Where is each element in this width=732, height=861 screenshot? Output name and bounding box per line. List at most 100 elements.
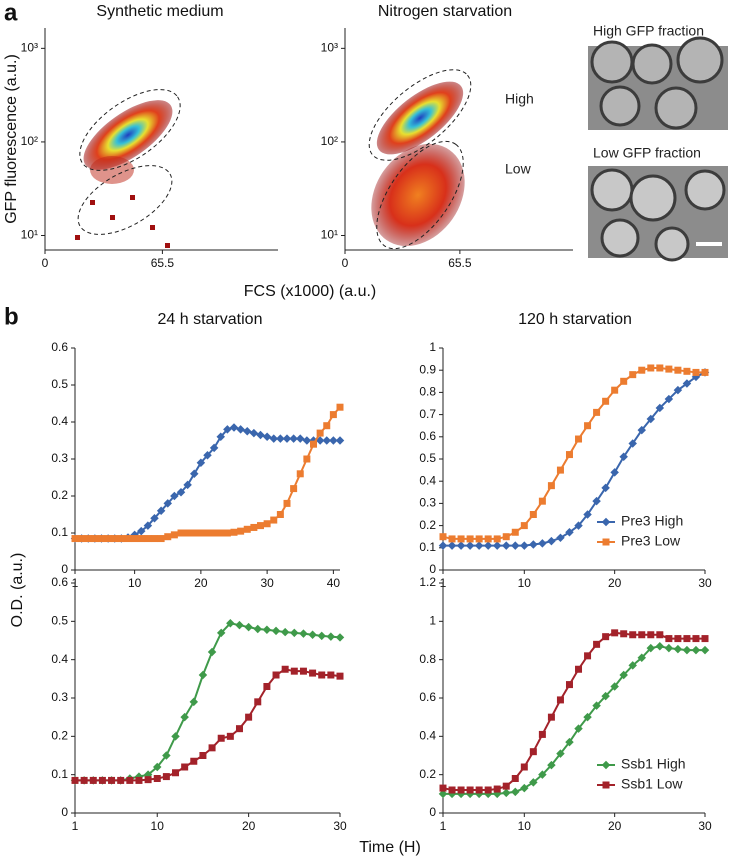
x-tick-label: 10 (128, 576, 142, 590)
marker (162, 773, 170, 781)
marker (164, 533, 172, 541)
marker (151, 535, 158, 543)
marker (602, 781, 610, 789)
marker (281, 665, 289, 673)
marker (565, 737, 574, 747)
y-tick-label: 0.7 (419, 407, 436, 421)
marker (98, 776, 106, 784)
marker (565, 528, 574, 537)
marker (683, 635, 691, 643)
marker (190, 757, 198, 765)
marker (610, 682, 619, 691)
y-tick-label: 0.2 (419, 767, 436, 781)
marker (592, 701, 601, 710)
marker (207, 647, 217, 657)
y-tick-label: 0.9 (419, 362, 436, 376)
x-axis-label: FCS (x1000) (a.u.) (244, 283, 376, 300)
y-tick-label: 0 (61, 562, 68, 576)
cell (654, 226, 690, 262)
marker (547, 482, 555, 490)
y-tick-label: 0.2 (51, 729, 68, 743)
marker (124, 535, 132, 543)
annotation: Low (505, 161, 532, 177)
marker (457, 535, 465, 543)
marker (249, 428, 259, 438)
y-tick-label: 0.6 (51, 575, 68, 589)
density-cell (150, 225, 155, 230)
marker (335, 633, 345, 642)
marker (177, 529, 185, 537)
x-tick-label: 30 (333, 819, 347, 833)
marker (254, 698, 262, 706)
cell (684, 169, 726, 211)
marker (104, 535, 112, 543)
marker (655, 403, 665, 413)
marker (610, 468, 619, 477)
chart-title: 24 h starvation (158, 311, 263, 328)
marker (210, 529, 218, 537)
marker (98, 535, 105, 543)
marker (611, 629, 619, 637)
x-tick-label: 65.5 (151, 256, 175, 270)
marker (701, 635, 709, 643)
x-tick-label: 20 (608, 819, 622, 833)
y-tick-label: 0.8 (419, 385, 436, 399)
marker (655, 642, 665, 651)
marker (538, 497, 546, 505)
marker (637, 425, 647, 435)
marker (438, 789, 448, 799)
marker (126, 776, 134, 784)
gate-ellipse (376, 140, 464, 250)
x-tick-label: 20 (242, 819, 256, 833)
marker (484, 786, 492, 794)
marker (236, 425, 245, 434)
marker (565, 681, 573, 689)
cell (629, 174, 677, 222)
marker (629, 371, 637, 379)
cell (631, 43, 673, 85)
marker (230, 528, 238, 536)
marker (601, 760, 611, 770)
marker (647, 631, 655, 639)
gate-ellipse (77, 165, 173, 235)
marker (466, 535, 474, 543)
marker (556, 533, 565, 543)
y-tick-label: 0.1 (51, 767, 68, 781)
marker (327, 671, 335, 679)
legend-label: Ssb1 High (621, 756, 686, 772)
marker (176, 488, 186, 497)
marker (223, 529, 231, 537)
marker (216, 432, 225, 442)
density-blob (83, 100, 173, 170)
marker (556, 466, 564, 474)
marker (619, 452, 628, 462)
marker (336, 672, 344, 680)
marker (229, 423, 239, 432)
marker (317, 631, 326, 641)
x-tick-label: 10 (151, 819, 165, 833)
marker (646, 643, 656, 653)
marker (601, 483, 610, 493)
panel-letter: a (4, 0, 18, 26)
marker (602, 538, 610, 546)
marker (84, 535, 92, 543)
y-tick-label: 0.1 (51, 525, 68, 539)
micrograph (588, 166, 728, 262)
marker (172, 769, 180, 777)
marker (448, 535, 456, 543)
marker (520, 783, 529, 793)
marker (638, 631, 646, 639)
marker (198, 670, 208, 680)
y-tick-label: 0.5 (419, 451, 436, 465)
x-tick-label: 10 (518, 819, 532, 833)
marker (447, 541, 457, 550)
marker (574, 724, 583, 733)
marker (189, 697, 199, 707)
marker (664, 643, 674, 653)
x-tick-label: 30 (698, 576, 712, 590)
marker (299, 667, 307, 675)
y-axis-label: O.D. (a.u.) (9, 553, 26, 628)
marker (529, 511, 537, 518)
marker (256, 430, 265, 440)
